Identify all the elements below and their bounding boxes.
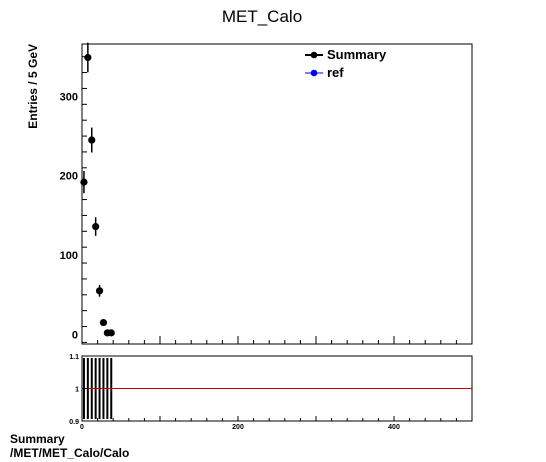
data-point: [92, 222, 100, 231]
ratio-y-tick-label: 1.1: [69, 354, 79, 361]
data-point: [84, 53, 92, 62]
data-point: [99, 318, 108, 327]
y-axis-label: Entries / 5 GeV: [26, 44, 40, 129]
ratio-x-tick-label: 200: [232, 424, 244, 431]
data-point: [107, 329, 115, 337]
legend-label: ref: [327, 65, 344, 80]
y-tick-label: 100: [60, 250, 78, 262]
data-point: [80, 178, 88, 186]
y-tick-label: 0: [72, 329, 78, 341]
main-plot-panel: 0 100 200 300: [60, 42, 473, 345]
legend-label: Summary: [327, 47, 387, 62]
main-plot-frame: [81, 43, 473, 345]
legend: Summary ref: [305, 47, 387, 80]
ratio-x-tick-label: 400: [388, 424, 400, 431]
ratio-x-tick-label: 0: [80, 424, 84, 431]
footer-line-1: Summary: [10, 432, 65, 446]
y-tick-label: 300: [60, 91, 78, 103]
legend-marker: [310, 51, 318, 59]
data-point: [88, 136, 96, 144]
legend-marker: [310, 69, 318, 77]
ratio-y-tick-label: 0.9: [69, 419, 79, 426]
data-point: [95, 287, 104, 295]
footer-line-2: /MET/MET_Calo/Calo: [10, 446, 130, 460]
footer-caption: Summary /MET/MET_Calo/Calo: [10, 432, 129, 460]
chart-title: MET_Calo: [222, 7, 302, 26]
ratio-y-tick-label: 1: [75, 387, 79, 394]
ratio-plot-panel: 0.9 1 1.1 0 200 400: [69, 354, 473, 431]
y-tick-label: 200: [60, 171, 78, 183]
